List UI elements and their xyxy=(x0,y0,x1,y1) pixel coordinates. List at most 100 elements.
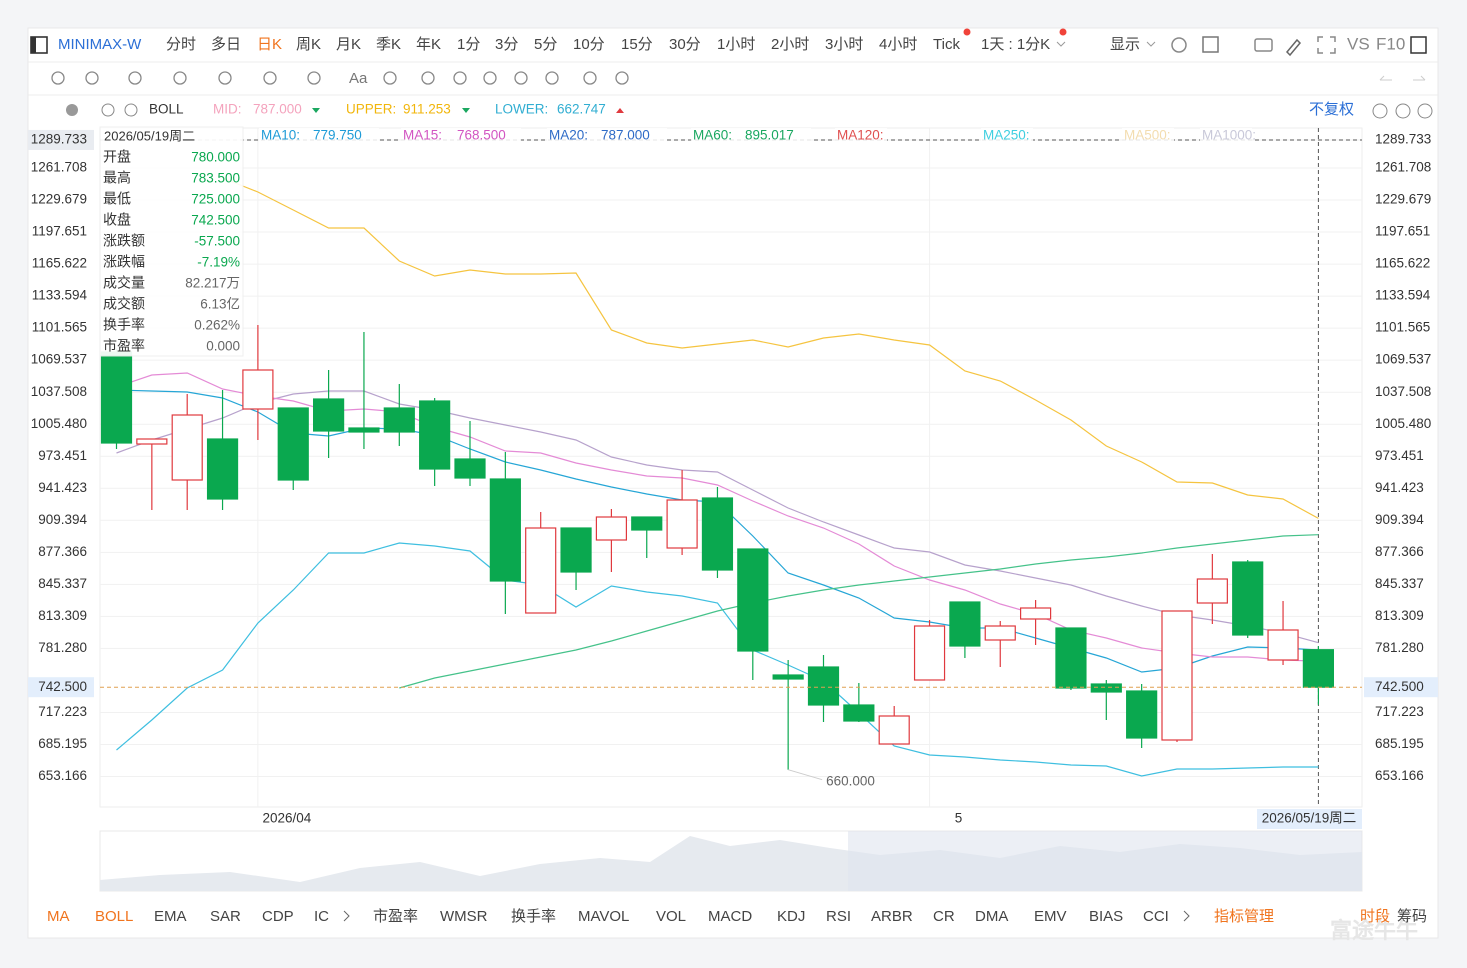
period-tab[interactable]: 季K xyxy=(376,36,401,53)
period-tab[interactable]: 3小时 xyxy=(825,36,863,53)
indicator-tab[interactable]: WMSR xyxy=(440,908,488,925)
draw-tool[interactable] xyxy=(51,71,65,85)
candle-body xyxy=(631,516,663,531)
indicator-tab[interactable]: CR xyxy=(933,908,955,925)
x-tick-label: 2026/05/19周二 xyxy=(1262,811,1357,826)
draw-tool[interactable] xyxy=(421,71,435,85)
period-tab[interactable]: 4小时 xyxy=(879,36,917,53)
indicator-tab[interactable]: KDJ xyxy=(777,908,805,925)
draw-tool[interactable] xyxy=(514,71,528,85)
candle-body xyxy=(171,414,203,481)
draw-tool[interactable] xyxy=(128,71,142,85)
overview-window[interactable] xyxy=(848,831,1362,891)
draw-tool[interactable] xyxy=(545,71,559,85)
collapse-icon[interactable] xyxy=(66,104,78,116)
indicator-tab[interactable]: CCI xyxy=(1143,908,1169,925)
draw-tool[interactable] xyxy=(615,71,629,85)
pane-icon[interactable] xyxy=(1372,103,1388,119)
indicator-tab[interactable]: DMA xyxy=(975,908,1008,925)
redo-icon[interactable] xyxy=(1413,75,1426,81)
adjust-mode[interactable]: 不复权 xyxy=(1309,100,1354,118)
draw-tool[interactable] xyxy=(453,71,467,85)
period-tab[interactable]: 1分 xyxy=(457,36,480,53)
f10-button[interactable]: F10 xyxy=(1376,34,1405,53)
indicator-tab[interactable]: EMA xyxy=(154,908,187,925)
period-tab[interactable]: 年K xyxy=(416,36,441,53)
indicator-tab[interactable]: IC xyxy=(314,908,329,925)
ma-value: 787.000 xyxy=(601,128,650,143)
panel-icon[interactable] xyxy=(1410,36,1427,54)
period-tab[interactable]: 5分 xyxy=(534,36,557,53)
period-tab[interactable]: 月K xyxy=(336,36,361,53)
scroll-arrow[interactable] xyxy=(1183,910,1190,922)
undo-icon[interactable] xyxy=(1379,75,1392,81)
indicator-manage[interactable]: 指标管理 xyxy=(1214,908,1274,925)
fullscreen-icon[interactable] xyxy=(1317,36,1336,54)
indicator-tab[interactable]: RSI xyxy=(826,908,851,925)
y-tick-label: 1133.594 xyxy=(1375,288,1431,303)
period-tab[interactable]: 30分 xyxy=(669,36,701,53)
indicator-tab[interactable]: MAVOL xyxy=(578,908,629,925)
text-tool[interactable]: Aa xyxy=(349,70,368,87)
draw-tool[interactable] xyxy=(483,71,497,85)
pen-icon[interactable] xyxy=(1285,38,1302,57)
symbol[interactable]: MINIMAX-W xyxy=(58,36,142,53)
period-toggle[interactable]: 时段 xyxy=(1360,908,1390,925)
period-tab[interactable]: 2小时 xyxy=(771,36,809,53)
period-tab[interactable]: 日K xyxy=(257,36,282,53)
period-tab[interactable]: 3分 xyxy=(495,36,518,53)
draw-tool[interactable] xyxy=(307,71,321,85)
indicator-tab[interactable]: MA xyxy=(47,908,70,925)
close-icon[interactable] xyxy=(124,103,138,117)
indicator-name[interactable]: BOLL xyxy=(149,102,184,117)
indicator-tab[interactable]: MACD xyxy=(708,908,752,925)
y-tick-label: 1165.622 xyxy=(1375,256,1430,271)
period-tab[interactable]: 周K xyxy=(296,36,321,53)
legend-bg xyxy=(1200,128,1252,144)
frame-icon[interactable] xyxy=(1202,36,1219,53)
draw-tool[interactable] xyxy=(583,71,597,85)
period-tab[interactable]: 多日 xyxy=(211,36,241,53)
dropdown-icon[interactable] xyxy=(1056,41,1066,47)
indicator-tab[interactable]: 市盈率 xyxy=(373,908,418,925)
settings-icon[interactable] xyxy=(101,103,115,117)
draw-tool[interactable] xyxy=(383,71,397,85)
pane-icon[interactable] xyxy=(1395,103,1411,119)
period-tab[interactable]: 1小时 xyxy=(717,36,755,53)
x-tick-label: 2026/04 xyxy=(262,811,311,826)
settings-icon[interactable] xyxy=(1171,37,1187,53)
indicator-value: 662.747 xyxy=(557,102,606,117)
period-tab[interactable]: 15分 xyxy=(621,36,653,53)
y-tick-label: 813.309 xyxy=(1375,608,1424,623)
camera-icon[interactable] xyxy=(1254,38,1273,52)
toggle-icon[interactable] xyxy=(616,108,624,113)
indicator-tab[interactable]: BOLL xyxy=(95,908,133,925)
dropdown-icon[interactable] xyxy=(1146,41,1156,47)
period-tab[interactable]: 10分 xyxy=(573,36,605,53)
draw-tool[interactable] xyxy=(173,71,187,85)
indicator-tab[interactable]: SAR xyxy=(210,908,241,925)
indicator-tab[interactable]: BIAS xyxy=(1089,908,1123,925)
draw-tool[interactable] xyxy=(218,71,232,85)
draw-tool[interactable] xyxy=(85,71,99,85)
candle-body xyxy=(383,407,415,433)
indicator-tab[interactable]: ARBR xyxy=(871,908,913,925)
vs-button[interactable]: VS xyxy=(1347,34,1370,53)
period-tab[interactable]: 1天 : 1分K xyxy=(981,36,1050,53)
indicator-tab[interactable]: VOL xyxy=(656,908,686,925)
toggle-icon[interactable] xyxy=(462,108,470,113)
indicator-tab[interactable]: CDP xyxy=(262,908,294,925)
crosshair-label-bg xyxy=(28,129,94,150)
draw-tool[interactable] xyxy=(263,71,277,85)
period-tab[interactable]: 分时 xyxy=(166,36,196,53)
indicator-tab[interactable]: 换手率 xyxy=(511,908,556,925)
pane-icon[interactable] xyxy=(1417,103,1433,119)
y-tick-label: 1037.508 xyxy=(1375,384,1431,399)
scroll-arrow[interactable] xyxy=(343,910,350,922)
display-menu[interactable]: 显示 xyxy=(1110,36,1140,53)
indicator-tab[interactable]: EMV xyxy=(1034,908,1067,925)
period-tab[interactable]: Tick xyxy=(933,36,960,53)
toggle-icon[interactable] xyxy=(312,108,320,113)
chips-toggle[interactable]: 筹码 xyxy=(1397,908,1427,925)
